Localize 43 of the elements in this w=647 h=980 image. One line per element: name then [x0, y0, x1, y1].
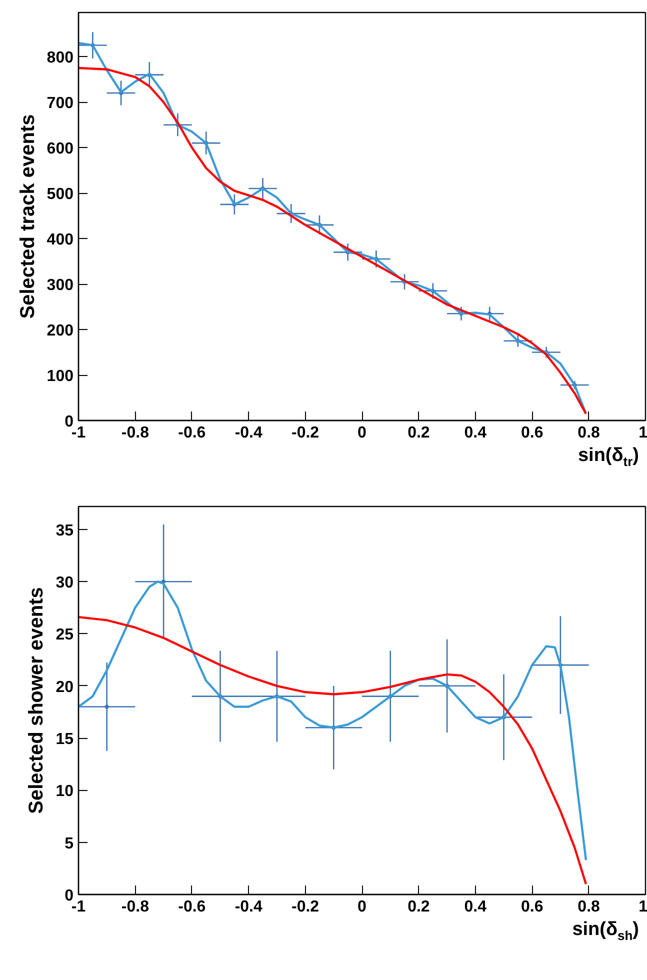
y-axis-title: Selected track events [16, 114, 39, 319]
y-tick-label: 30 [56, 574, 74, 592]
x-tick-label: 1 [638, 898, 647, 916]
x-tick-label: -1 [71, 424, 86, 442]
x-tick-label: 0 [358, 424, 367, 442]
y-tick-label: 500 [46, 186, 74, 204]
y-axis-title: Selected shower events [26, 587, 48, 814]
x-tick-label: -0.4 [234, 424, 262, 442]
x-tick-label: 0 [358, 898, 367, 916]
x-tick-label: -0.8 [121, 898, 150, 916]
x-tick-label: -0.2 [292, 424, 320, 442]
y-tick-label: 25 [56, 626, 74, 644]
x-tick-label: -0.8 [121, 424, 150, 442]
y-tick-label: 400 [46, 232, 74, 249]
x-tick-label: -0.6 [178, 898, 206, 916]
y-tick-label: 700 [46, 95, 74, 112]
x-tick-label: 0.2 [408, 424, 430, 442]
x-tick-label: 0.4 [464, 424, 487, 442]
x-tick-label: 0.6 [520, 424, 544, 442]
y-tick-label: 15 [56, 731, 74, 748]
x-tick-label: 0.6 [520, 898, 544, 916]
y-tick-label: 600 [46, 140, 74, 158]
y-tick-label: 0 [64, 414, 74, 430]
y-tick-label: 5 [64, 835, 74, 852]
x-tick-label: 1 [638, 424, 647, 442]
x-tick-label: 0.8 [578, 424, 600, 442]
y-tick-label: 20 [56, 678, 74, 696]
y-tick-label: 35 [56, 522, 74, 540]
x-tick-label: 0.8 [578, 898, 600, 916]
y-tick-label: 300 [46, 277, 74, 294]
x-axis-title: sin(δ$_{sh}$) [572, 919, 639, 945]
x-tick-label: -0.2 [292, 898, 320, 916]
y-tick-label: 800 [46, 50, 74, 67]
x-tick-label: -1 [71, 898, 86, 916]
y-tick-label: 100 [46, 368, 74, 386]
x-tick-label: -0.6 [178, 424, 206, 442]
y-tick-label: 0 [64, 888, 74, 904]
x-tick-label: -0.4 [234, 898, 262, 916]
y-tick-label: 10 [56, 783, 74, 800]
y-tick-label: 200 [46, 322, 74, 340]
x-axis-title: sin(δ$_{tr}$) [578, 445, 639, 471]
x-tick-label: 0.4 [464, 898, 487, 916]
x-tick-label: 0.2 [408, 898, 430, 916]
